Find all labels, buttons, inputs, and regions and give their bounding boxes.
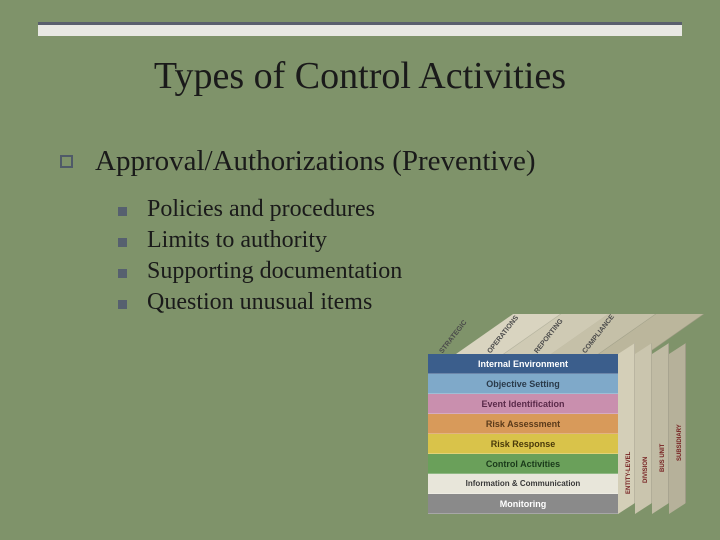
level2-text: Policies and procedures xyxy=(147,196,375,223)
cube-front-row: Risk Assessment xyxy=(428,414,618,434)
solid-square-bullet-icon xyxy=(118,269,127,278)
cube-front-row: Event Identification xyxy=(428,394,618,414)
coso-cube-graphic: STRATEGICOPERATIONSREPORTINGCOMPLIANCE I… xyxy=(428,314,688,514)
level2-text: Limits to authority xyxy=(147,227,327,254)
slide-content: Approval/Authorizations (Preventive) Pol… xyxy=(60,145,680,320)
level2-list: Policies and procedures Limits to author… xyxy=(118,196,680,316)
cube-side-column xyxy=(635,343,652,514)
slide-title: Types of Control Activities xyxy=(0,54,720,98)
cube-front-row: Internal Environment xyxy=(428,354,618,374)
cube-front-face: Internal EnvironmentObjective SettingEve… xyxy=(428,354,618,514)
list-item: Policies and procedures xyxy=(118,196,680,223)
bullet-level1: Approval/Authorizations (Preventive) xyxy=(60,145,680,178)
solid-square-bullet-icon xyxy=(118,207,127,216)
list-item: Question unusual items xyxy=(118,289,680,316)
level1-text: Approval/Authorizations (Preventive) xyxy=(95,145,536,178)
cube-front-row: Control Activities xyxy=(428,454,618,474)
cube-side-label: SUBSIDIARY xyxy=(677,424,683,461)
cube-side-column xyxy=(652,343,669,514)
open-square-bullet-icon xyxy=(60,155,73,168)
cube-front-row: Monitoring xyxy=(428,494,618,514)
solid-square-bullet-icon xyxy=(118,238,127,247)
cube-side-label: ENTITY-LEVEL xyxy=(626,452,632,494)
top-accent-bar xyxy=(38,22,682,36)
list-item: Supporting documentation xyxy=(118,258,680,285)
cube-side-label: DIVISION xyxy=(643,457,649,483)
cube-side-face: ENTITY-LEVEL DIVISION BUS UNIT SUBSIDIARY xyxy=(618,354,686,514)
cube-front-row: Objective Setting xyxy=(428,374,618,394)
level2-text: Question unusual items xyxy=(147,289,372,316)
solid-square-bullet-icon xyxy=(118,300,127,309)
list-item: Limits to authority xyxy=(118,227,680,254)
level2-text: Supporting documentation xyxy=(147,258,402,285)
cube-side-label: BUS UNIT xyxy=(660,444,666,472)
cube-front-row: Risk Response xyxy=(428,434,618,454)
cube-front-row: Information & Communication xyxy=(428,474,618,494)
